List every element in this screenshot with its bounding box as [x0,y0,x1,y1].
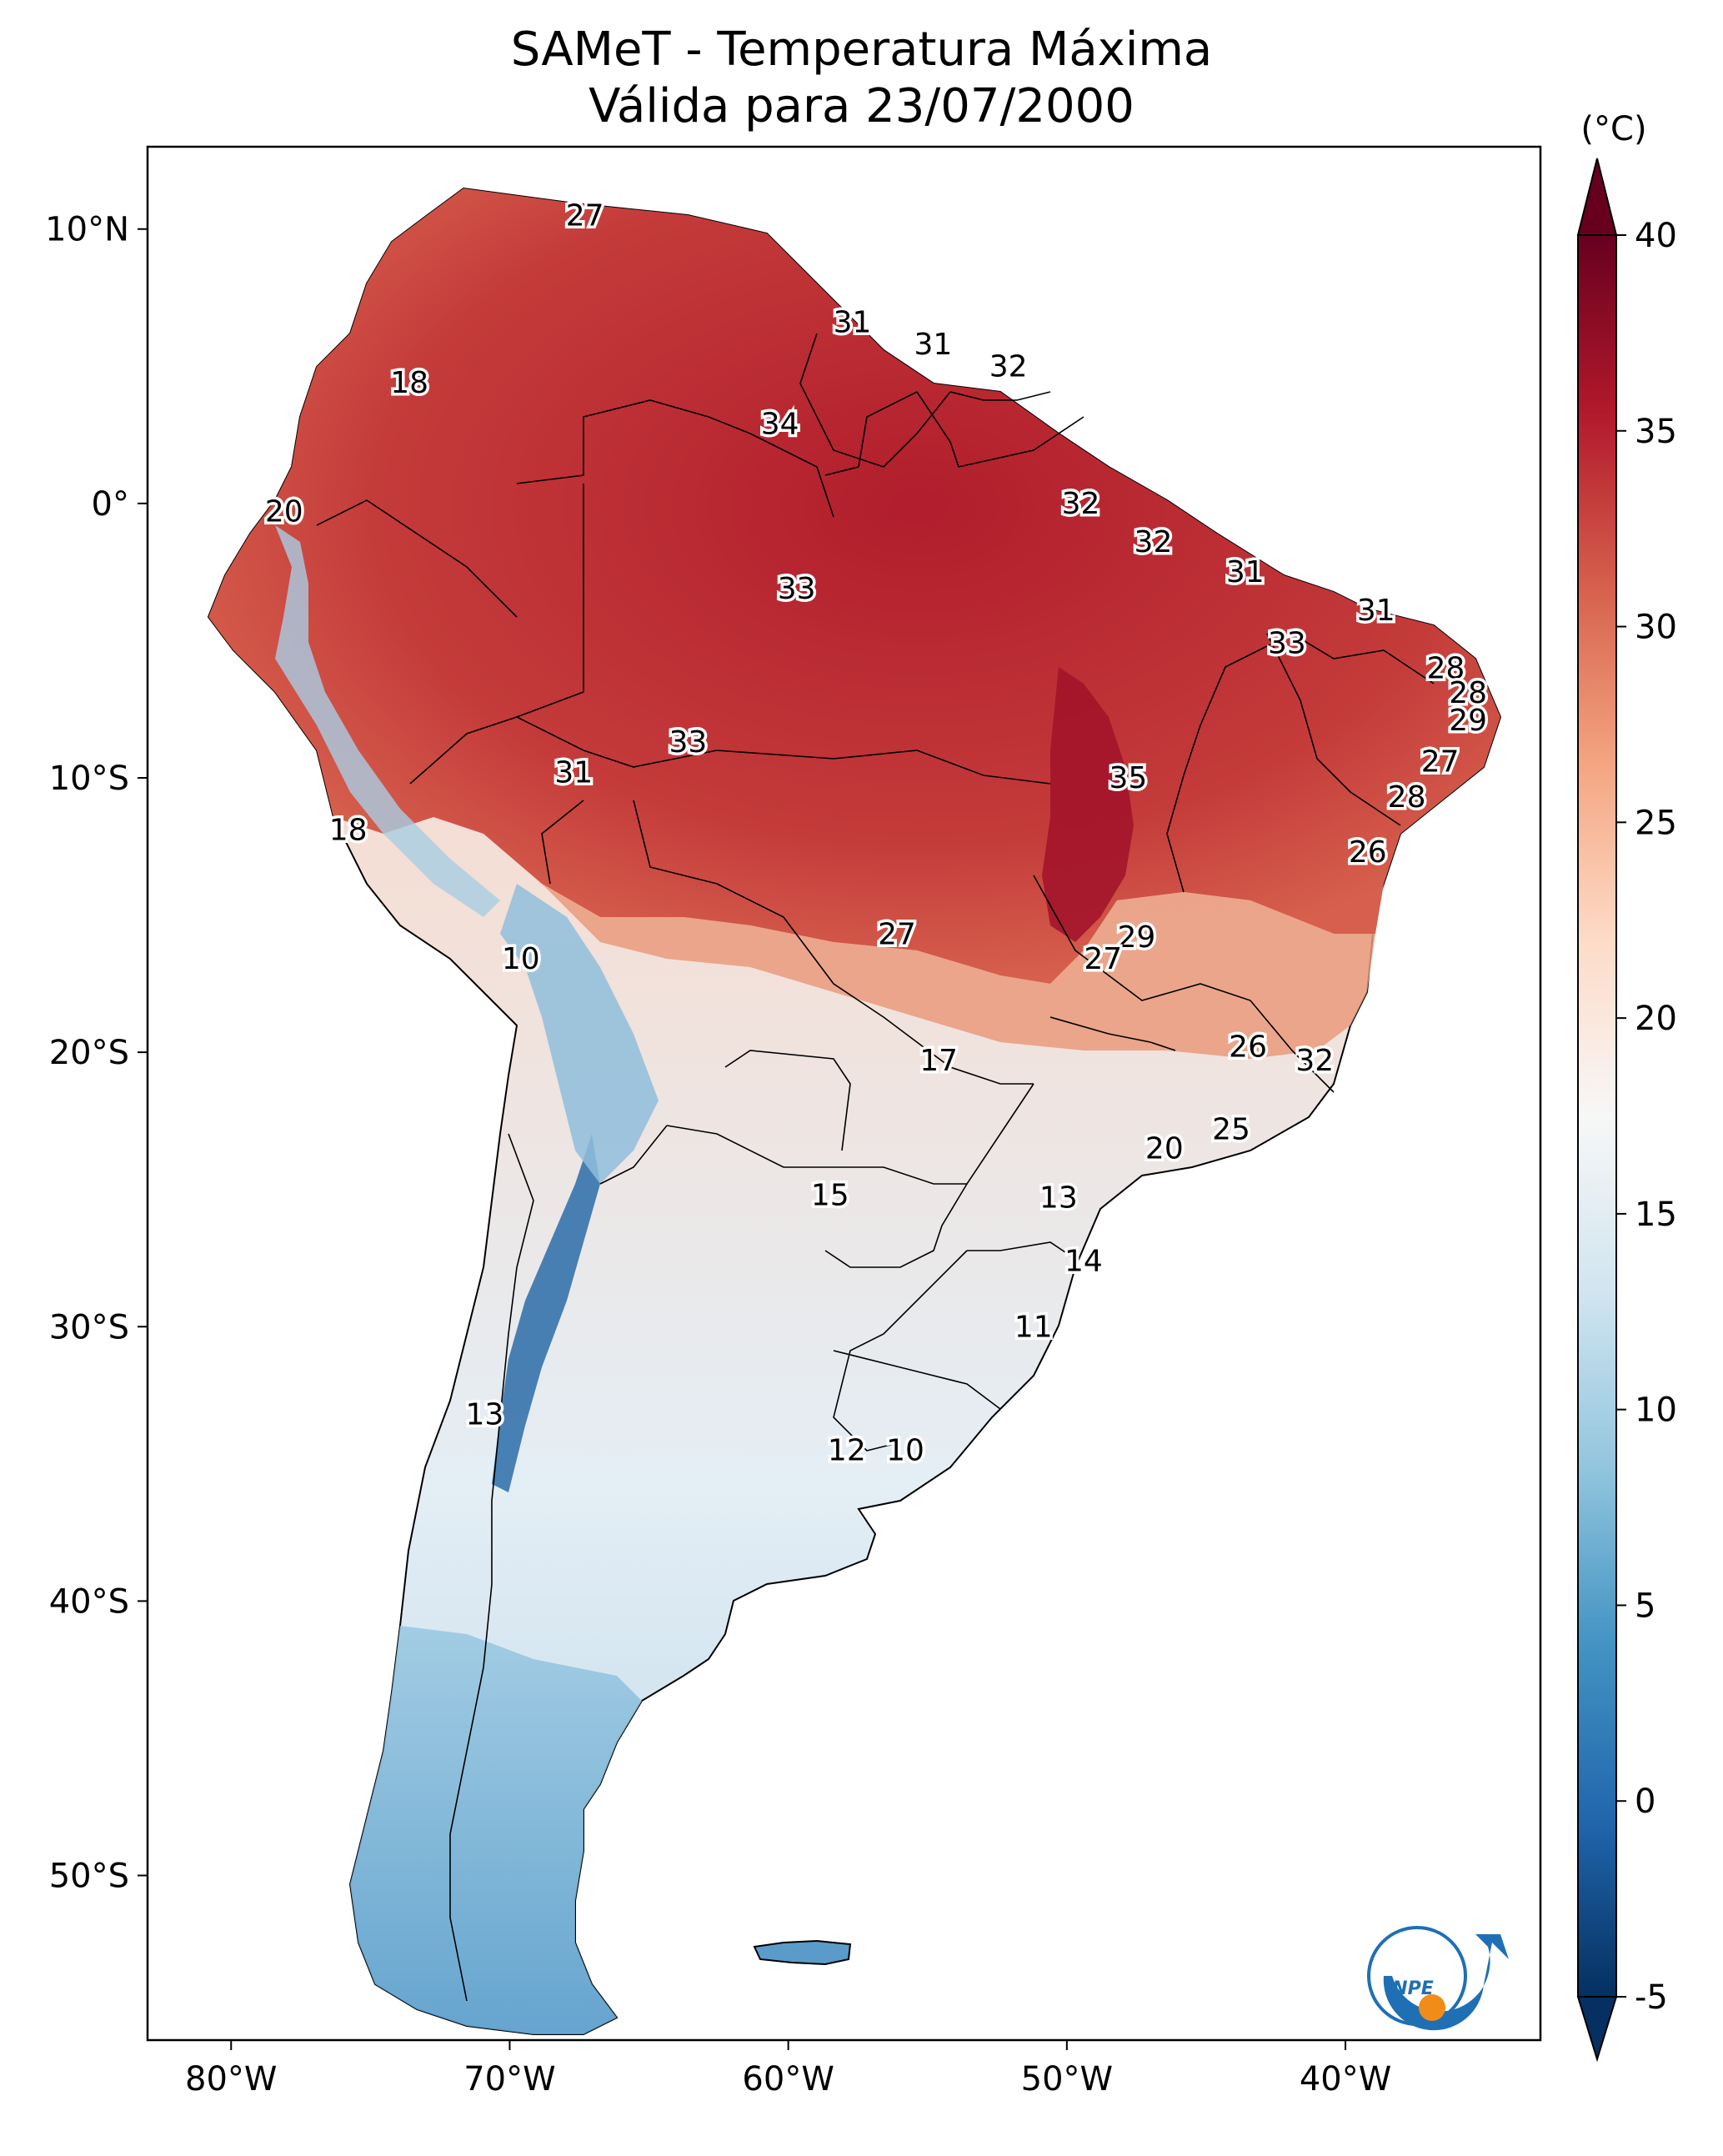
colorbar-body [1578,235,1616,1997]
colorbar-tick-label: 15 [1635,1196,1677,1234]
country-borders [316,333,1435,2002]
continent-layer [207,187,1502,2035]
longitude-axis: 80°W 70°W 60°W 50°W 40°W [185,2040,1391,2098]
contour-label: 18 [390,366,428,400]
central-brazil-hot-spot [1042,667,1134,942]
inpe-logo: INPE [1367,1926,1509,2031]
contour-label: 28 [1388,780,1426,815]
amazon-hot-region [208,188,1500,984]
colorbar-tick-label: 0 [1635,1782,1655,1821]
latitude-axis: 10°N 0° 10°S 20°S 30°S 40°S 50°S [45,211,148,1896]
contour-label: 31 [1357,594,1395,628]
contour-label: 26 [1349,835,1387,870]
contour-label: 32 [1062,487,1100,521]
colorbar-tick-label: 30 [1635,609,1677,647]
contour-label: 25 [1212,1112,1250,1146]
contour-label: 33 [669,725,707,760]
colorbar-tick-label: -5 [1635,1978,1668,2017]
peru-cold-band [275,525,500,917]
map-title: SAMeT - Temperatura Máxima [510,23,1213,77]
colorbar-tick-label: 20 [1635,1000,1677,1038]
contour-label: 15 [811,1178,849,1212]
contour-label: 13 [1039,1181,1078,1216]
contour-labels: 2718203131323432323131333328282927282633… [262,196,1490,1471]
inpe-logo-swoosh [1383,1934,1509,2031]
lon-tick-label: 70°W [463,2060,555,2098]
colorbar: 40 35 30 25 20 15 10 5 0 -5 (°C) [1576,110,1677,2063]
contour-label: 28 [1449,676,1487,710]
lat-tick-label: 10°N [45,211,129,249]
falkland-islands [753,1939,852,1966]
contour-label: 33 [1268,627,1306,661]
contour-label: 12 [828,1433,866,1467]
colorbar-tick-label: 10 [1635,1391,1677,1430]
lat-tick-label: 40°S [49,1582,129,1621]
contour-label: 11 [1014,1310,1053,1344]
colorbar-border [1577,234,1617,1998]
contour-label: 31 [834,306,872,340]
contour-label: 27 [566,198,604,233]
colorbar-tick-label: 5 [1635,1587,1655,1625]
contour-label: 35 [1109,761,1147,795]
contour-label: 27 [878,918,916,952]
contour-label: 10 [886,1433,924,1467]
lat-tick-label: 20°S [49,1034,129,1072]
colorbar-min-extension [1576,1996,1618,2063]
andes-cold-strip [492,1134,600,1492]
lat-tick-label: 0° [92,485,129,524]
colorbar-tick-label: 35 [1635,413,1677,451]
contour-label: 17 [919,1044,958,1078]
lon-tick-label: 50°W [1021,2060,1113,2098]
contour-label: 32 [1134,525,1173,559]
contour-label: 31 [1226,555,1265,589]
contour-label: 13 [465,1398,503,1432]
contour-label: 20 [265,495,303,529]
warm-transition-belt [542,884,1375,1059]
lon-tick-label: 80°W [185,2060,277,2098]
inpe-logo-sun [1419,1994,1445,2021]
contour-label: 32 [1295,1044,1334,1078]
colorbar-ticks: 40 35 30 25 20 15 10 5 0 -5 [1616,217,1677,2017]
lat-tick-label: 10°S [49,760,129,798]
colorbar-unit-label: (°C) [1580,110,1646,148]
contour-label: 10 [502,942,540,976]
colorbar-tick-label: 25 [1635,804,1677,842]
contour-label: 29 [1118,920,1156,955]
contour-label: 34 [761,407,799,441]
andes-blue-strip [500,884,659,1184]
contour-label: 18 [329,814,368,848]
contour-label: 28 [1426,651,1465,685]
lon-tick-label: 40°W [1300,2060,1391,2098]
contour-label: 27 [1084,942,1122,976]
contour-label: 20 [1145,1131,1184,1166]
lat-tick-label: 50°S [49,1858,129,1896]
contour-label: 32 [989,349,1028,384]
inpe-logo-text: INPE [1385,1978,1434,1999]
contour-label: 26 [1229,1030,1267,1065]
contour-label: 27 [1421,745,1460,779]
contour-label: 14 [1064,1244,1103,1278]
patagonia-region [350,1626,642,2034]
contour-label: 29 [1449,704,1487,738]
map-frame-border [146,145,1542,2042]
lon-tick-label: 60°W [742,2060,834,2098]
map-subtitle: Válida para 23/07/2000 [589,79,1134,133]
contour-label: 31 [554,755,593,790]
colorbar-tick-label: 40 [1635,217,1677,255]
lat-tick-label: 30°S [49,1308,129,1346]
contour-label: 31 [914,328,953,362]
contour-label: 33 [778,572,816,606]
colorbar-max-extension [1576,158,1618,236]
